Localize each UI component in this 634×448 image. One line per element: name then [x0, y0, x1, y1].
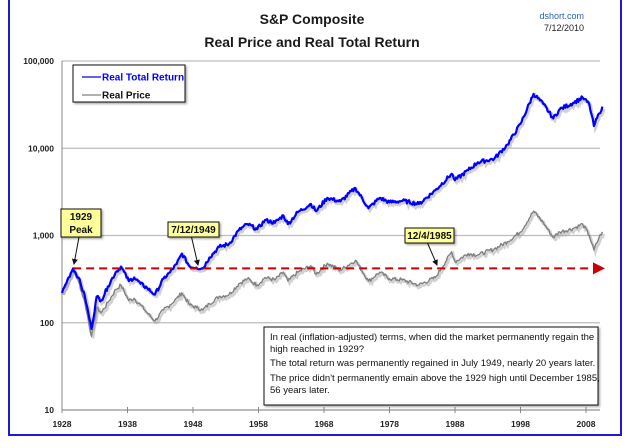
- annotation-box: [404, 227, 455, 244]
- x-tick-label: 1928: [53, 419, 72, 429]
- x-tick-label: 1968: [315, 419, 334, 429]
- legend-box: [72, 64, 186, 103]
- note-box: In real (inflation-adjusted) terms, when…: [263, 326, 600, 406]
- y-tick-label: 10: [45, 405, 55, 415]
- legend-label-price: Real Price: [102, 91, 151, 102]
- note-line-2: high reached in 1929?: [270, 344, 364, 355]
- series-shadow: [62, 211, 606, 339]
- annotation-label: 1929: [70, 212, 93, 223]
- legend: Real Total Return Real Price: [72, 64, 186, 103]
- series-line-real-price: [61, 210, 604, 337]
- annotation-arrow: [191, 236, 200, 266]
- annotation-box: [167, 221, 220, 238]
- x-axis: 1928 1938 1948 1958 1968 1978 1988 1998 2008: [53, 407, 600, 429]
- annotation-label: 7/12/1949: [171, 225, 216, 236]
- y-axis: 10 100 1,000 10,000 100,000: [23, 56, 63, 415]
- annotation-arrow: [71, 236, 80, 265]
- x-tick-label: 1938: [118, 419, 137, 429]
- x-tick-label: 2008: [577, 419, 596, 429]
- annotation-callout: 1929 Peak: [60, 208, 102, 265]
- y-tick-label: 100: [40, 318, 54, 328]
- annotation-label: 12/4/1985: [407, 231, 452, 242]
- note-line-3: The total return was permanently regaine…: [270, 358, 595, 369]
- chart-subtitle: Real Price and Real Total Return: [204, 34, 419, 50]
- annotation-box: [60, 208, 102, 238]
- series-shadow: [61, 91, 606, 332]
- x-tick-label: 1948: [184, 419, 203, 429]
- annotation-callout: 7/12/1949: [167, 221, 220, 266]
- x-tick-label: 1978: [380, 419, 399, 429]
- series-layer: [60, 91, 606, 339]
- note-line-4: The price didn't permanently emain above…: [270, 373, 600, 384]
- date-label: 7/12/2010: [544, 23, 584, 33]
- annotation-arrow: [427, 242, 438, 266]
- x-tick-label: 1998: [511, 419, 530, 429]
- note-box-frame: [263, 326, 599, 406]
- annotation-callout: 12/4/1985: [404, 227, 455, 266]
- annotations-layer: 1929 Peak 7/12/1949 12/4/1985: [60, 208, 455, 266]
- x-tick-label: 1988: [446, 419, 465, 429]
- note-line-5: 56 years later.: [270, 385, 330, 396]
- note-line-1: In real (inflation-adjusted) terms, when…: [270, 332, 594, 343]
- y-tick-label: 10,000: [28, 143, 54, 153]
- y-tick-label: 100,000: [23, 56, 54, 66]
- annotation-label: Peak: [69, 225, 93, 236]
- series-line-real-total-return: [60, 92, 604, 330]
- chart-title: S&P Composite: [260, 11, 365, 27]
- x-tick-label: 1958: [249, 419, 268, 429]
- y-tick-label: 1,000: [33, 231, 55, 241]
- source-label: dshort.com: [539, 11, 584, 21]
- legend-label-total-return: Real Total Return: [102, 73, 184, 84]
